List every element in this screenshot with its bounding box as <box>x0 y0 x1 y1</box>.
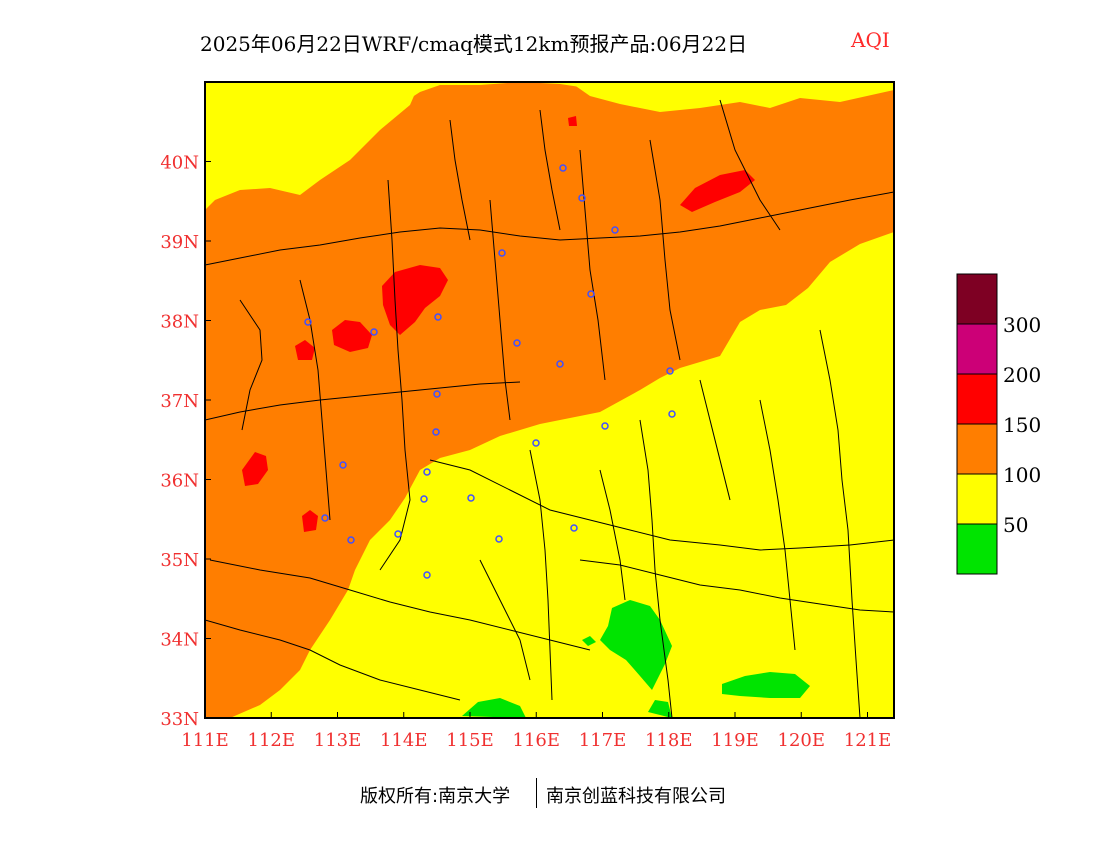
city-marker <box>433 390 441 398</box>
legend-label: 100 <box>1003 463 1041 487</box>
city-marker <box>513 339 521 347</box>
city-marker <box>666 367 674 375</box>
city-marker <box>556 360 564 368</box>
moderate-pocket-north <box>205 82 420 210</box>
usg-region <box>205 82 894 718</box>
lat-tick-label: 38N <box>160 312 199 333</box>
longitude-axis: 111E 112E 113E 114E 115E 116E 117E 118E 119E 120E… <box>181 712 891 751</box>
lat-tick-label: 39N <box>160 232 199 253</box>
unhealthy-patch <box>295 340 315 360</box>
city-marker <box>434 313 442 321</box>
city-marker <box>467 494 475 502</box>
city-marker <box>532 439 540 447</box>
city-marker <box>423 468 431 476</box>
admin-boundaries <box>205 99 894 718</box>
footer-company: 南京创蓝科技有限公司 <box>546 786 726 807</box>
city-marker <box>420 495 428 503</box>
legend-label: 50 <box>1003 513 1028 537</box>
city-marker <box>304 318 312 326</box>
city-marker <box>495 535 503 543</box>
lon-tick-label: 117E <box>579 730 627 751</box>
footer-divider <box>536 778 537 808</box>
city-marker <box>559 164 567 172</box>
city-marker <box>611 226 619 234</box>
city-marker <box>570 524 578 532</box>
lon-tick-label: 116E <box>513 730 561 751</box>
unhealthy-patch <box>568 116 577 126</box>
map-field <box>205 82 894 718</box>
lon-tick-label: 121E <box>844 730 892 751</box>
unhealthy-patch <box>242 452 268 486</box>
lat-tick-label: 35N <box>160 550 199 571</box>
city-marker <box>370 328 378 336</box>
legend-label: 150 <box>1003 413 1041 437</box>
legend-swatch <box>956 473 998 525</box>
city-marker <box>498 249 506 257</box>
aqi-legend: 300 200 150 100 50 <box>956 273 1041 575</box>
good-patch <box>648 700 672 718</box>
title-main: 2025年06月22日WRF/cmaq模式12km预报产品:06月22日 <box>200 32 748 56</box>
city-marker <box>601 422 609 430</box>
city-markers <box>304 164 676 579</box>
good-patch <box>600 600 672 690</box>
legend-swatch <box>956 373 998 425</box>
legend-swatch <box>956 323 998 375</box>
lon-tick-label: 112E <box>248 730 296 751</box>
lat-tick-label: 36N <box>160 471 199 492</box>
city-marker <box>587 290 595 298</box>
city-marker <box>578 194 586 202</box>
good-patch <box>582 636 596 646</box>
city-marker <box>668 410 676 418</box>
unhealthy-patch <box>302 510 318 532</box>
lon-tick-label: 113E <box>314 730 362 751</box>
city-marker <box>339 461 347 469</box>
lat-tick-label: 33N <box>160 709 199 730</box>
good-patch <box>722 672 810 698</box>
city-marker <box>432 428 440 436</box>
legend-swatch <box>956 423 998 475</box>
latitude-axis: 40N 39N 38N 37N 36N 35N 34N 33N <box>160 153 211 730</box>
legend-label: 300 <box>1003 313 1041 337</box>
legend-swatch <box>956 523 998 575</box>
lat-tick-label: 34N <box>160 630 199 651</box>
unhealthy-patch <box>332 320 372 352</box>
legend-swatch <box>956 273 998 325</box>
lon-tick-label: 120E <box>778 730 826 751</box>
footer-copyright: 版权所有:南京大学 <box>360 786 511 807</box>
title-variable: AQI <box>851 28 890 52</box>
lon-tick-label: 119E <box>711 730 759 751</box>
lat-tick-label: 37N <box>160 391 199 412</box>
good-patch <box>462 698 526 718</box>
city-marker <box>321 514 329 522</box>
lat-tick-label: 40N <box>160 153 199 174</box>
lon-tick-label: 118E <box>645 730 693 751</box>
unhealthy-patch <box>382 265 448 335</box>
city-marker <box>423 571 431 579</box>
lon-tick-label: 115E <box>446 730 494 751</box>
lon-tick-label: 114E <box>380 730 428 751</box>
lon-tick-label: 111E <box>181 730 229 751</box>
moderate-pocket-northeast <box>570 82 894 112</box>
legend-label: 200 <box>1003 363 1041 387</box>
city-marker <box>347 536 355 544</box>
unhealthy-patch <box>680 170 755 212</box>
city-marker <box>394 530 402 538</box>
